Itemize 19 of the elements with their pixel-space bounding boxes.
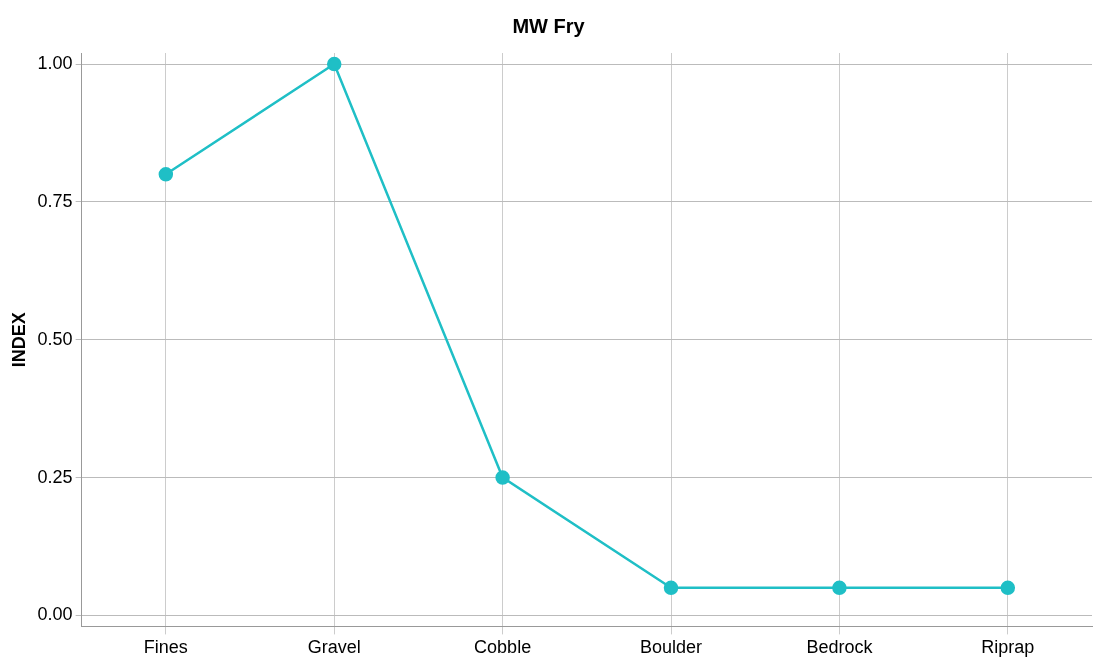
chart-title: MW Fry (512, 14, 586, 37)
x-tick-label: Bedrock (806, 637, 874, 658)
y-tick-label: 0.00 (37, 604, 73, 625)
y-tick-label: 0.75 (37, 190, 73, 211)
x-tick-label: Gravel (307, 637, 361, 658)
point (326, 56, 342, 72)
x-tick-label: Boulder (639, 637, 703, 658)
point (832, 580, 847, 596)
point (158, 167, 174, 182)
x-tick-label: Cobble (474, 637, 532, 658)
y-axis-title: INDEX (8, 312, 29, 368)
point (663, 580, 679, 596)
y-tick-label: 1.00 (37, 53, 73, 73)
point (1000, 580, 1016, 596)
x-tick-label: Fines (143, 637, 188, 658)
y-tick-label: 0.25 (37, 466, 73, 487)
x-tick-label: Riprap (981, 637, 1035, 658)
y-tick-label: 0.50 (37, 328, 73, 349)
point (495, 470, 510, 485)
